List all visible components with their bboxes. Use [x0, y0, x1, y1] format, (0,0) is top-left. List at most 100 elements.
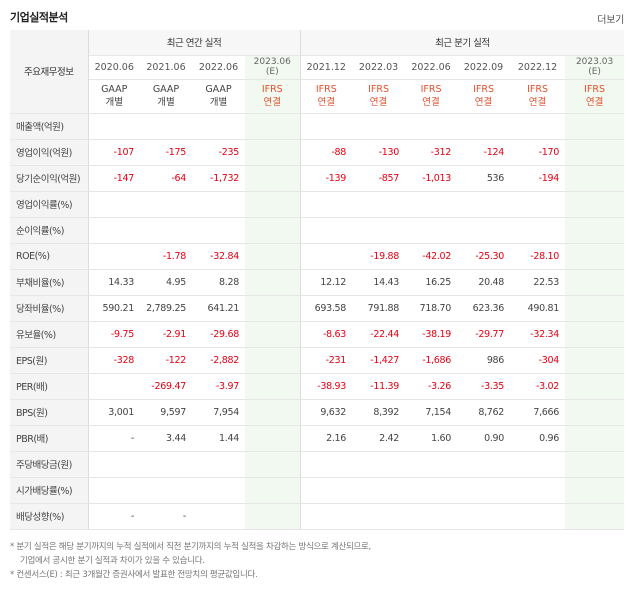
- value-cell: 791.88: [352, 295, 406, 322]
- value-cell: [405, 113, 458, 140]
- value-cell: [88, 477, 140, 504]
- value-cell: [565, 321, 625, 348]
- value-cell: [565, 243, 625, 270]
- value-cell: [510, 503, 566, 530]
- value-cell: [299, 451, 353, 478]
- value-cell: [352, 191, 406, 218]
- value-cell: [88, 243, 140, 270]
- value-cell: -1,427: [352, 347, 406, 374]
- value-cell: [510, 217, 566, 244]
- value-cell: [192, 451, 245, 478]
- value-cell: 490.81: [510, 295, 566, 322]
- value-cell: [510, 451, 566, 478]
- corner-label: 주요재무정보: [10, 30, 89, 114]
- value-cell: [352, 451, 406, 478]
- value-cell: -32.84: [192, 243, 245, 270]
- value-cell: [245, 295, 301, 322]
- value-cell: 8,762: [457, 399, 511, 426]
- value-cell: -139: [299, 165, 353, 192]
- row-label: ROE(%): [10, 243, 89, 270]
- value-cell: [457, 451, 511, 478]
- value-cell: -19.88: [352, 243, 406, 270]
- period-header: 2022.09: [457, 55, 511, 80]
- value-cell: -32.34: [510, 321, 566, 348]
- period-row: 2020.06 2021.06 2022.06 2023.06 (E) 2021.12 20…: [10, 55, 625, 80]
- value-cell: -: [88, 425, 140, 452]
- value-cell: [299, 113, 353, 140]
- value-cell: [140, 217, 192, 244]
- more-link[interactable]: 더보기: [597, 15, 624, 26]
- accounting-type-header: IFRS 연결: [405, 79, 458, 114]
- value-cell: [245, 217, 301, 244]
- value-cell: -38.93: [299, 373, 353, 400]
- footnotes: * 분기 실적은 해당 분기까지의 누적 실적에서 직전 분기까지의 누적 실적…: [10, 540, 371, 582]
- value-cell: 14.43: [352, 269, 406, 296]
- table-row: PER(배) -269.47 -3.97 -38.93 -11.39 -3.26 -3.35…: [10, 373, 625, 400]
- row-label: 순이익률(%): [10, 217, 89, 244]
- accounting-type-header: GAAP 개별: [88, 79, 140, 114]
- value-cell: -304: [510, 347, 566, 374]
- value-cell: [565, 295, 625, 322]
- row-label: 부채비율(%): [10, 269, 89, 296]
- value-cell: -42.02: [405, 243, 458, 270]
- value-cell: [88, 451, 140, 478]
- value-cell: [245, 399, 301, 426]
- value-cell: [245, 321, 301, 348]
- period-header: 2021.12: [299, 55, 353, 80]
- value-cell: [192, 191, 245, 218]
- value-cell: -9.75: [88, 321, 140, 348]
- value-cell: [457, 503, 511, 530]
- value-cell: 536: [457, 165, 511, 192]
- accounting-type-header: IFRS 연결: [352, 79, 406, 114]
- period-header: 2020.06: [88, 55, 140, 80]
- value-cell: -29.77: [457, 321, 511, 348]
- value-cell: [192, 477, 245, 504]
- table-row: 영업이익(억원) -107 -175 -235 -88 -130 -312 -124 -170: [10, 139, 625, 166]
- value-cell: [352, 477, 406, 504]
- table-row: 부채비율(%) 14.33 4.95 8.28 12.12 14.43 16.25 20.48…: [10, 269, 625, 296]
- value-cell: -8.63: [299, 321, 353, 348]
- value-cell: -312: [405, 139, 458, 166]
- value-cell: [88, 373, 140, 400]
- value-cell: [405, 191, 458, 218]
- accounting-type-header: IFRS 연결: [565, 79, 625, 114]
- value-cell: [565, 451, 625, 478]
- value-cell: [565, 399, 625, 426]
- value-cell: 3.44: [140, 425, 192, 452]
- value-cell: [457, 191, 511, 218]
- value-cell: 2.16: [299, 425, 353, 452]
- section-title: 기업실적분석: [10, 11, 68, 24]
- value-cell: [299, 477, 353, 504]
- value-cell: [88, 113, 140, 140]
- value-cell: -11.39: [352, 373, 406, 400]
- footnote-1: * 분기 실적은 해당 분기까지의 누적 실적에서 직전 분기까지의 누적 실적…: [10, 542, 371, 552]
- value-cell: -122: [140, 347, 192, 374]
- value-cell: -328: [88, 347, 140, 374]
- value-cell: [245, 165, 301, 192]
- value-cell: [245, 113, 301, 140]
- table-row: 당기순이익(억원) -147 -64 -1,732 -139 -857 -1,013 536-…: [10, 165, 625, 192]
- value-cell: -25.30: [457, 243, 511, 270]
- value-cell: [457, 217, 511, 244]
- table-row: BPS(원) 3,001 9,597 7,954 9,632 8,392 7,154 8,76…: [10, 399, 625, 426]
- value-cell: -1,686: [405, 347, 458, 374]
- value-cell: 718.70: [405, 295, 458, 322]
- value-cell: -175: [140, 139, 192, 166]
- value-cell: -2.91: [140, 321, 192, 348]
- value-cell: -269.47: [140, 373, 192, 400]
- value-cell: [245, 477, 301, 504]
- value-cell: [192, 113, 245, 140]
- value-cell: [510, 191, 566, 218]
- period-header: 2022.03: [352, 55, 406, 80]
- period-header: 2021.06: [140, 55, 192, 80]
- annual-group-header: 최근 연간 실적: [88, 30, 301, 56]
- value-cell: 22.53: [510, 269, 566, 296]
- quarter-group-header: 최근 분기 실적: [299, 30, 625, 56]
- value-cell: [88, 217, 140, 244]
- value-cell: -38.19: [405, 321, 458, 348]
- value-cell: [140, 113, 192, 140]
- value-cell: [245, 347, 301, 374]
- value-cell: -857: [352, 165, 406, 192]
- row-label: EPS(원): [10, 347, 89, 374]
- accounting-type-row: GAAP 개별 GAAP 개별 GAAP 개별 IFRS 연결 IFRS 연결 IFRS 연결 IFRS…: [10, 79, 625, 114]
